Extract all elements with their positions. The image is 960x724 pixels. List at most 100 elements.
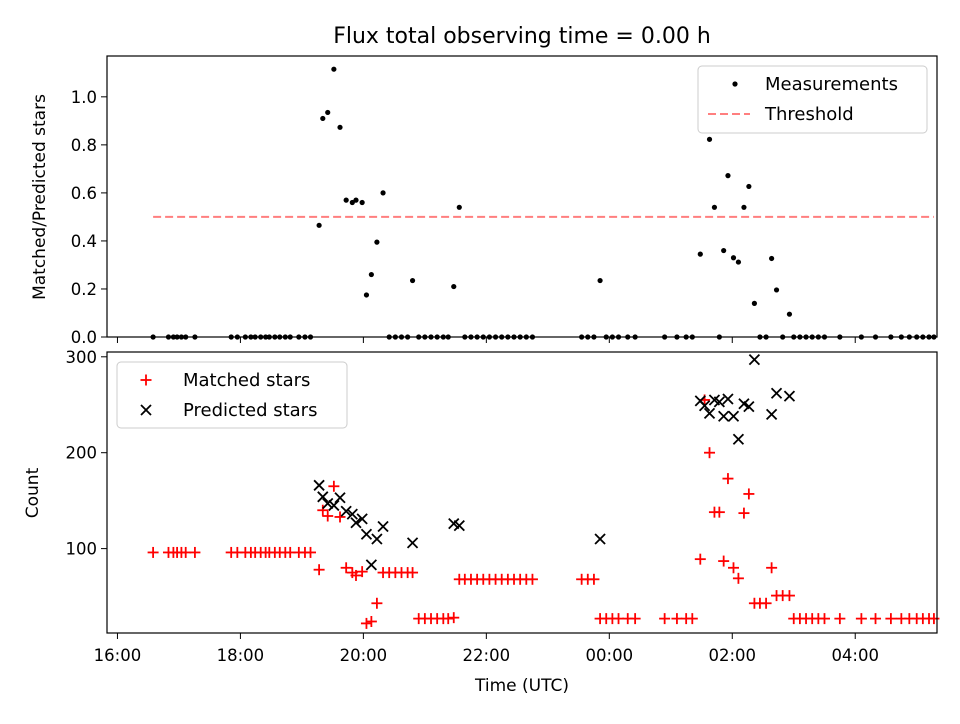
- matched-star-point: [686, 613, 698, 625]
- matched-star-point: [885, 613, 897, 625]
- measurement-point: [746, 183, 752, 190]
- measurement-point: [325, 109, 331, 116]
- matched-star-point: [732, 572, 744, 584]
- matched-star-point: [760, 597, 772, 609]
- predicted-star-point: [727, 410, 740, 422]
- matched-star-point: [356, 566, 368, 578]
- measurement-point: [409, 277, 416, 284]
- matched-star-point: [766, 562, 778, 574]
- matched-star-point: [613, 613, 625, 625]
- predicted-star-point: [334, 492, 346, 504]
- matched-star-point: [305, 546, 317, 558]
- matched-star-point: [834, 613, 846, 625]
- predicted-star-point: [718, 410, 730, 422]
- count-y-tick-label: 200: [66, 444, 98, 463]
- matched-star-point: [526, 573, 538, 585]
- predicted-star-point: [340, 505, 352, 517]
- ratio-legend-box: [697, 65, 928, 134]
- predicted-star-point: [322, 497, 334, 510]
- measurements-legend-label: Measurements: [765, 74, 898, 95]
- predicted-star-point: [371, 533, 383, 545]
- predicted-star-point: [356, 513, 368, 525]
- measurement-point: [337, 124, 343, 130]
- predicted-star-point: [406, 537, 419, 549]
- matched-star-point: [713, 506, 725, 518]
- predicted-star-point: [783, 390, 796, 402]
- predicted-star-point: [698, 400, 711, 412]
- matched-star-point: [743, 488, 755, 500]
- count-y-axis: 100 200 300: [66, 348, 107, 559]
- matched-star-point: [365, 615, 377, 627]
- matched-legend-marker: [140, 374, 152, 386]
- matched-star-point: [313, 564, 325, 576]
- predicted-star-point: [770, 387, 783, 399]
- x-tick-label: 16:00: [94, 646, 142, 665]
- count-y-axis-label: Count: [23, 467, 43, 518]
- x-tick-label: 20:00: [340, 646, 388, 665]
- x-tick-label: 02:00: [708, 646, 756, 665]
- ratio-legend: Measurements Threshold: [697, 65, 928, 134]
- predicted-star-point: [748, 354, 761, 366]
- ratio-y-tick-label: 1.0: [71, 88, 97, 107]
- matched-star-point: [694, 553, 706, 565]
- matched-star-point: [629, 613, 641, 625]
- predicted-star-point: [732, 433, 745, 445]
- measurement-point: [741, 204, 747, 210]
- predicted-star-point: [594, 533, 606, 545]
- matched-star-point: [340, 562, 352, 574]
- matched-star-point: [147, 546, 159, 558]
- matched-star-point: [722, 473, 734, 485]
- matched-star-point: [407, 567, 419, 579]
- matched-star-point: [328, 480, 340, 492]
- x-tick-label: 04:00: [831, 646, 879, 665]
- predicted-star-point: [365, 559, 378, 571]
- matched-legend-label: Matched stars: [183, 370, 310, 391]
- predicted-legend-marker: [140, 404, 152, 416]
- matched-star-point: [189, 546, 201, 558]
- matched-star-point: [448, 612, 460, 624]
- measurement-point: [316, 222, 322, 228]
- ratio-y-tick-label: 0.8: [71, 136, 97, 155]
- x-tick-label: 18:00: [217, 646, 265, 665]
- x-tick-label: 22:00: [463, 646, 511, 665]
- ratio-y-tick-label: 0.0: [71, 328, 97, 347]
- predicted-star-point: [377, 520, 389, 533]
- measurement-point: [730, 255, 737, 261]
- measurement-point: [353, 197, 359, 203]
- measurement-point: [343, 197, 349, 203]
- predicted-star-point: [313, 479, 325, 491]
- count-axes-frame: [106, 351, 938, 634]
- measurement-point: [735, 259, 742, 265]
- measurement-point: [597, 277, 603, 284]
- matched-star-point: [704, 447, 716, 459]
- ratio-panel: 0.0 0.2 0.4 0.6 0.8 1.0 Matched/Predicted sta…: [30, 55, 938, 347]
- count-series: [147, 354, 940, 629]
- predicted-star-point: [350, 517, 362, 529]
- predicted-star-point: [743, 401, 755, 413]
- matched-star-point: [928, 613, 940, 625]
- measurement-point: [706, 136, 713, 142]
- predicted-star-point: [317, 491, 329, 503]
- chart-title: Flux total observing time = 0.00 h: [333, 24, 711, 49]
- measurement-point: [786, 311, 793, 317]
- measurement-point: [773, 287, 780, 293]
- matched-star-point: [180, 546, 192, 558]
- threshold-legend-label: Threshold: [764, 104, 854, 125]
- measurement-point: [721, 247, 727, 254]
- ratio-y-tick-label: 0.2: [71, 280, 97, 299]
- ratio-x-axis: [116, 337, 856, 343]
- count-y-tick-label: 300: [66, 348, 98, 367]
- measurement-point: [380, 190, 386, 196]
- count-legend: Matched stars Predicted stars: [116, 361, 348, 429]
- count-legend-box: [116, 361, 348, 429]
- matched-star-point: [334, 511, 346, 523]
- ratio-y-axis-label: Matched/Predicted stars: [30, 94, 50, 300]
- matched-star-point: [317, 504, 329, 516]
- count-x-axis: 16:00 18:00 20:00 22:00 00:00 02:00 04:00: [94, 633, 879, 665]
- measurement-point: [711, 204, 718, 210]
- predicted-star-point: [713, 396, 725, 408]
- matched-star-point: [855, 613, 867, 625]
- matched-star-point: [360, 617, 372, 629]
- predicted-star-point: [346, 508, 358, 520]
